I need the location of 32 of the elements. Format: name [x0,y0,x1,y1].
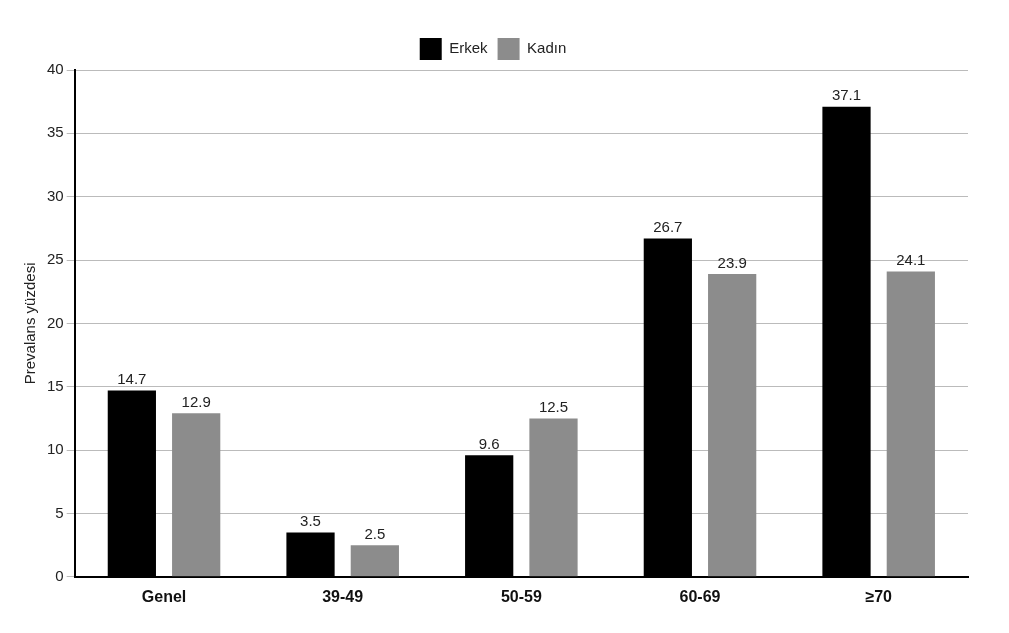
bar [886,271,935,577]
y-tick-label: 30 [47,186,64,204]
y-tick-label: 10 [47,440,64,458]
y-tick-label: 25 [47,250,64,268]
data-label: 2.5 [364,524,386,542]
data-label: 26.7 [653,218,683,236]
data-label: 37.1 [831,86,862,104]
y-tick-label: 15 [47,376,64,394]
y-tick-label: 0 [55,566,64,584]
bar [172,413,221,577]
bar [529,418,578,577]
data-label: 14.7 [117,370,147,388]
x-tick-label: ≥70 [865,587,893,605]
x-tick-label: Genel [141,587,187,605]
x-tick-label: 60-69 [679,587,721,605]
y-tick-label: 5 [55,503,64,521]
data-label: 23.9 [717,253,747,271]
bar [350,545,399,577]
data-label: 3.5 [300,512,321,530]
data-label: 12.9 [181,393,211,410]
x-tick-label: 50-59 [500,587,542,605]
y-tick-label: 40 [47,60,64,78]
legend-label: Kadın [527,39,567,57]
y-tick-label: 20 [47,313,64,331]
x-tick-label: 39-49 [322,587,364,605]
bar [708,273,757,577]
y-axis-title: Prevalans yüzdesi [21,262,39,385]
data-label: 12.5 [538,398,569,416]
data-label: 24.1 [896,251,926,269]
y-tick-label: 35 [47,123,64,141]
data-label: 9.6 [478,434,500,452]
legend-label: Erkek [449,39,489,57]
